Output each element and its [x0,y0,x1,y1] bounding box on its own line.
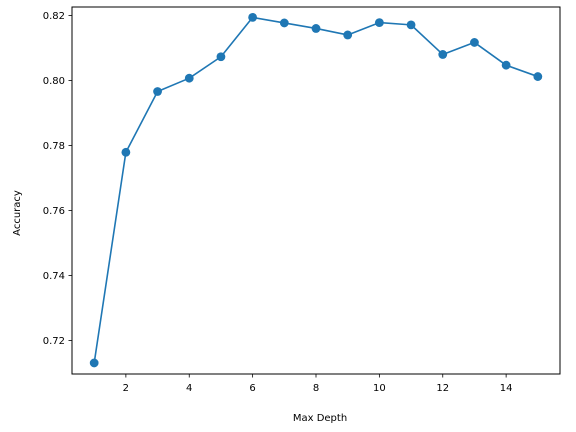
x-tick-label: 2 [123,383,129,394]
data-point [248,13,258,22]
x-axis: 2 4 6 8 10 12 14 [123,374,513,394]
data-point [311,24,321,33]
data-point [501,60,511,70]
plot-area [89,13,543,368]
y-axis-label: Accuracy [12,190,23,236]
data-point [374,18,384,28]
y-tick-label: 0.82 [43,11,65,22]
data-point [438,50,448,59]
data-point [184,73,194,83]
data-point [470,38,479,47]
data-point [89,358,99,368]
y-tick-label: 0.78 [43,141,65,152]
data-point [121,147,131,157]
data-point [343,30,353,40]
plot-frame [71,6,561,375]
data-point [533,72,543,81]
y-axis: 0.72 0.74 0.76 0.78 0.80 0.82 [43,11,72,347]
y-tick-label: 0.76 [43,206,65,217]
data-point [216,52,226,62]
data-point [406,20,416,30]
data-point [279,18,289,28]
y-tick-label: 0.74 [43,271,65,282]
x-tick-label: 8 [313,383,319,394]
x-tick-label: 12 [436,383,449,394]
y-tick-label: 0.72 [43,336,65,347]
x-tick-label: 4 [186,383,192,394]
x-tick-label: 6 [249,383,255,394]
x-axis-label: Max Depth [293,413,347,424]
x-tick-label: 10 [373,383,386,394]
y-tick-label: 0.80 [43,76,65,87]
data-point [153,87,162,96]
x-tick-label: 14 [500,383,513,394]
